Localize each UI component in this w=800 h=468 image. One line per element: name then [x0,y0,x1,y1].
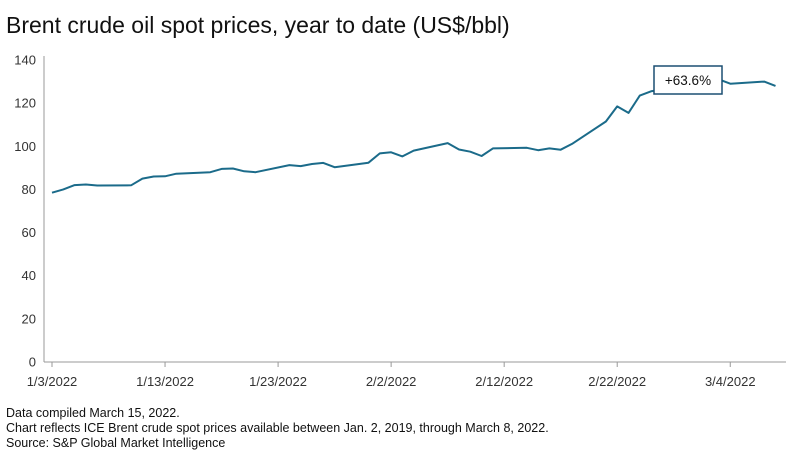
chart-title: Brent crude oil spot prices, year to dat… [6,12,510,38]
series-line [51,78,776,194]
y-tick-label: 40 [22,268,36,283]
y-tick-label: 20 [22,311,36,326]
y-tick-label: 0 [29,355,36,370]
x-tick-label: 2/12/2022 [475,374,533,389]
x-tick-label: 1/13/2022 [136,374,194,389]
x-tick-label: 3/4/2022 [705,374,756,389]
x-tick-label: 1/3/2022 [27,374,78,389]
y-tick-label: 80 [22,182,36,197]
footer-note-coverage: Chart reflects ICE Brent crude spot pric… [6,421,549,435]
y-tick-label: 100 [14,139,36,154]
y-tick-label: 60 [22,225,36,240]
series-group [51,78,776,194]
x-tick-label: 1/23/2022 [249,374,307,389]
annotation-box [653,65,723,95]
footer-note-source: Source: S&P Global Market Intelligence [6,436,226,450]
annotation-label: +63.6% [665,73,711,88]
annotation: +63.6% [653,65,723,95]
x-tick-label: 2/2/2022 [366,374,417,389]
y-tick-label: 140 [14,53,36,68]
footer-note-date: Data compiled March 15, 2022. [6,406,180,420]
x-tick-label: 2/22/2022 [588,374,646,389]
x-axis: 1/3/2022 1/13/2022 1/23/2022 2/2/2022 2/12/2… [27,361,786,389]
line-chart: 0 20 40 60 80 100 120 140 1/3/2022 1/13/2022 1/23… [14,53,786,389]
y-axis: 0 20 40 60 80 100 120 140 [14,53,45,370]
chart-footer: Data compiled March 15, 2022. Chart refl… [6,406,549,451]
y-tick-label: 120 [14,96,36,111]
